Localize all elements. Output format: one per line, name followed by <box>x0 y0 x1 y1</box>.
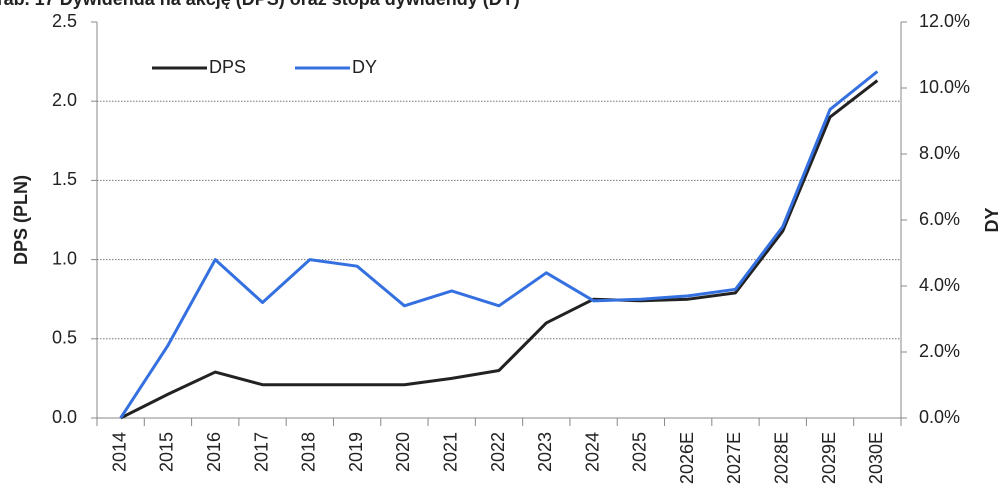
x-tick-label: 2023 <box>535 432 555 472</box>
y-tick-label: 0.5 <box>52 328 77 348</box>
x-tick-label: 2016 <box>204 432 224 472</box>
y2-tick-label: 4.0% <box>919 275 960 295</box>
x-tick-label: 2024 <box>582 432 602 472</box>
y2-tick-label: 8.0% <box>919 143 960 163</box>
x-tick-label: 2019 <box>346 432 366 472</box>
x-tick-label: 2026E <box>677 432 697 484</box>
y2-axis-title: DY <box>982 207 1002 232</box>
y2-tick-label: 10.0% <box>919 77 970 97</box>
series-line <box>119 79 879 420</box>
x-tick-label: 2027E <box>724 432 744 484</box>
y-tick-label: 2.5 <box>52 11 77 31</box>
y-axis-title: DPS (PLN) <box>11 175 31 265</box>
x-tick-label: 2029E <box>819 432 839 484</box>
y-tick-label: 1.0 <box>52 248 77 268</box>
y2-tick-label: 12.0% <box>919 11 970 31</box>
y2-tick-label: 2.0% <box>919 341 960 361</box>
x-tick-label: 2017 <box>251 432 271 472</box>
x-tick-label: 2018 <box>299 432 319 472</box>
y2-tick-label: 6.0% <box>919 209 960 229</box>
y2-tick-label: 0.0% <box>919 407 960 427</box>
y-tick-label: 1.5 <box>52 169 77 189</box>
x-tick-label: 2014 <box>109 432 129 472</box>
x-tick-label: 2025 <box>630 432 650 472</box>
x-tick-label: 2028E <box>772 432 792 484</box>
x-tick-label: 2015 <box>157 432 177 472</box>
x-tick-label: 2022 <box>488 432 508 472</box>
chart-title: Tab. 17 Dywidenda na akcję (DPS) oraz st… <box>0 0 520 9</box>
legend-label: DPS <box>209 57 246 77</box>
x-tick-label: 2030E <box>866 432 886 484</box>
x-tick-label: 2021 <box>440 432 460 472</box>
series-line <box>119 70 879 419</box>
y-tick-label: 0.0 <box>52 407 77 427</box>
y-tick-label: 2.0 <box>52 90 77 110</box>
legend-label: DY <box>352 57 377 77</box>
x-tick-label: 2020 <box>393 432 413 472</box>
